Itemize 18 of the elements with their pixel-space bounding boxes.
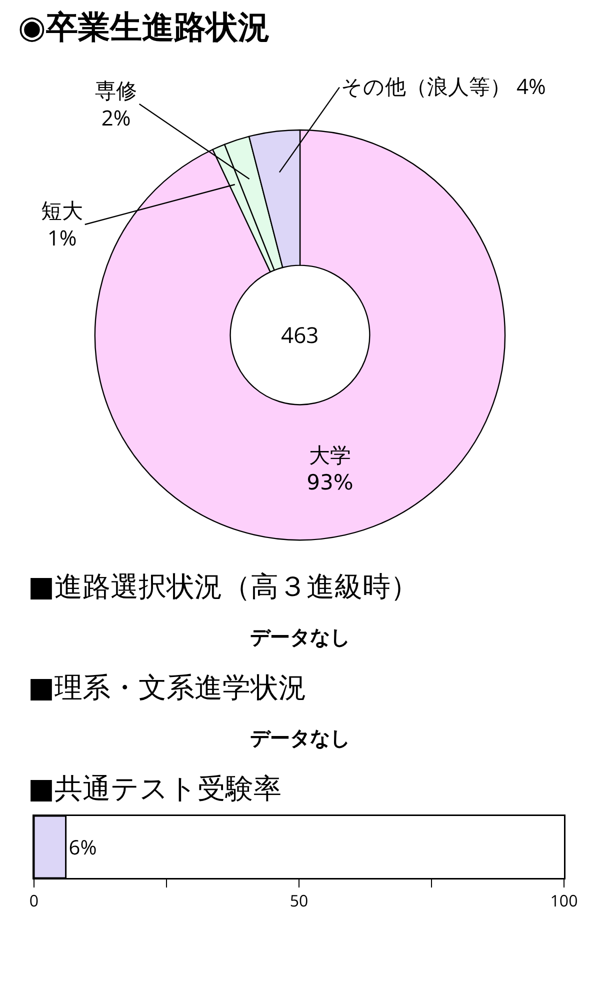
slice-label: その他（浪人等） 4% — [341, 73, 546, 101]
data-label: 93% — [306, 470, 354, 495]
text: 463 — [281, 320, 319, 350]
chart-title: ◉卒業生進路状況 — [18, 7, 271, 48]
slice-label: 専修 — [95, 77, 137, 105]
text: データなし — [249, 624, 351, 651]
x-tick-label: 0 — [29, 890, 39, 912]
data-label: 1% — [47, 224, 77, 252]
data-label: 6% — [68, 834, 97, 860]
x-tick-label: 100 — [550, 890, 578, 912]
slice-label: 大学 — [308, 443, 351, 468]
x-tick-label: 50 — [290, 890, 308, 912]
text: データなし — [249, 725, 351, 752]
text: ■理系・文系進学状況 — [28, 670, 308, 706]
slice-label: 短大 — [41, 197, 83, 225]
chart-title: ■共通テスト受験率 — [28, 771, 282, 807]
text: ■進路選択状況（高３進級時） — [28, 569, 420, 605]
data-label: 2% — [101, 104, 131, 132]
